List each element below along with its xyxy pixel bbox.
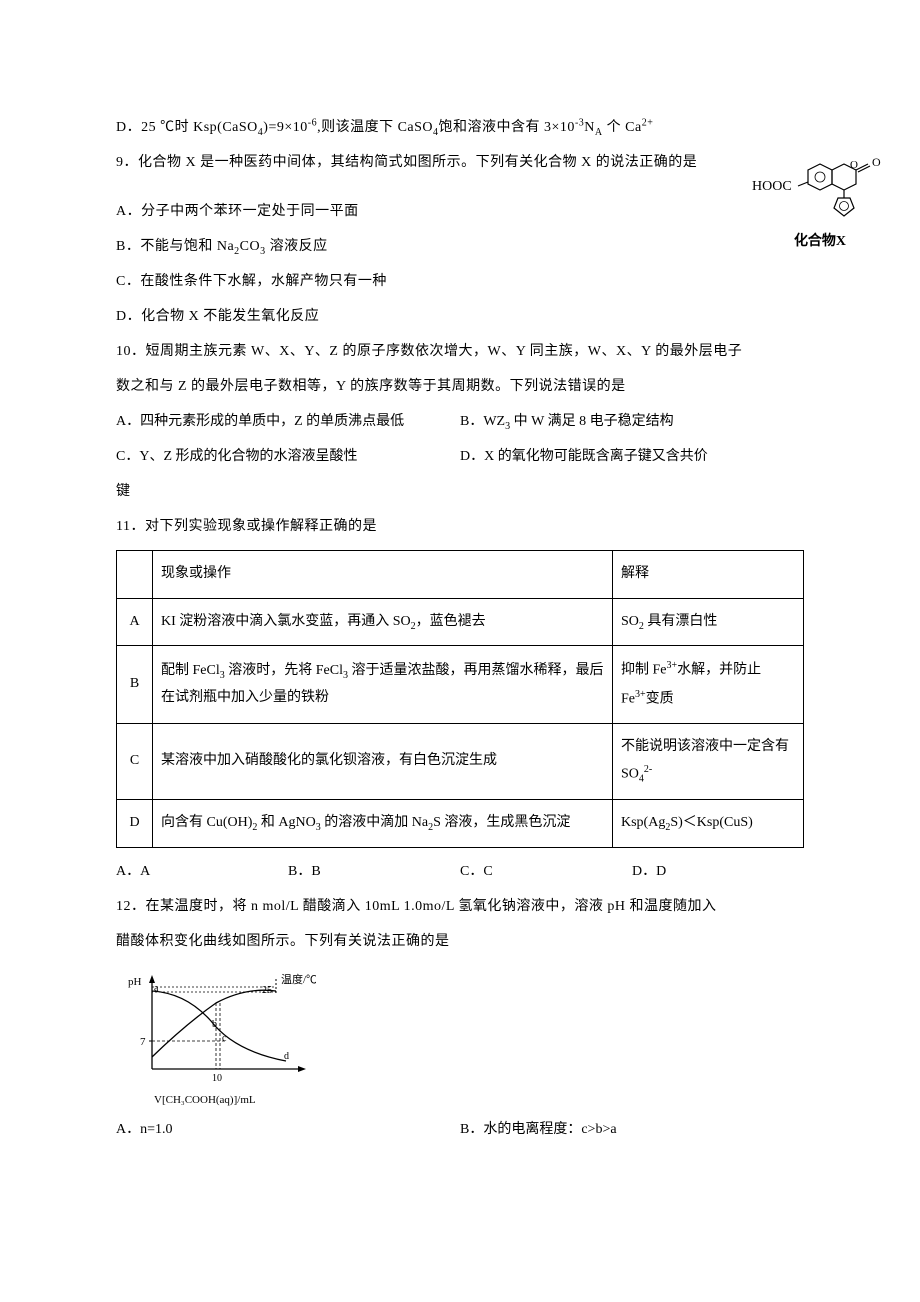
q10-opt-c: C．Y、Z 形成的化合物的水溶液呈酸性	[116, 439, 460, 474]
q11-table: 现象或操作 解释 A KI 淀粉溶液中滴入氯水变蓝，再通入 SO2，蓝色褪去 S…	[116, 550, 804, 848]
row-phen: 某溶液中加入硝酸酸化的氯化钡溶液，有白色沉淀生成	[153, 723, 613, 799]
row-expl: SO2 具有漂白性	[613, 598, 804, 646]
pt-c: c	[222, 1033, 227, 1044]
text: 变质	[646, 691, 674, 706]
q10-opt-b: B．WZ3 中 W 满足 8 电子稳定结构	[460, 404, 804, 439]
svg-text:O: O	[872, 155, 881, 169]
q11-opt-c: C．C	[460, 854, 632, 889]
q12-stem-1: 12．在某温度时，将 n mol/L 醋酸滴入 10mL 1.0mo/L 氢氧化…	[116, 889, 804, 924]
text: 抑制 Fe	[621, 663, 667, 678]
q9-opt-b: B．不能与饱和 Na2CO3 溶液反应	[116, 229, 804, 264]
table-head-blank	[117, 551, 153, 599]
q11-opt-a: A．A	[116, 854, 288, 889]
text: 中 W 满足 8 电子稳定结构	[514, 414, 674, 429]
text: N	[584, 120, 595, 135]
row-label: C	[117, 723, 153, 799]
text: 不能说明该溶液中一定含有 SO	[621, 739, 789, 782]
text: ，蓝色褪去	[416, 614, 486, 629]
q10-opt-a: A．四种元素形成的单质中，Z 的单质沸点最低	[116, 404, 460, 439]
q9-opt-d: D．化合物 X 不能发生氧化反应	[116, 299, 804, 334]
text: 饱和溶液中含有 3×10	[439, 120, 575, 135]
hooc-label: HOOC	[752, 179, 792, 194]
text: Ksp(Ag	[621, 815, 665, 830]
text: 的溶液中滴加 Na	[324, 815, 428, 830]
text: D．25 ℃时 Ksp(CaSO	[116, 120, 258, 135]
row-phen: 向含有 Cu(OH)2 和 AgNO3 的溶液中滴加 Na2S 溶液，生成黑色沉…	[153, 799, 613, 847]
q12-opt-a: A．n=1.0	[116, 1112, 460, 1147]
text: 和 AgNO	[261, 815, 316, 830]
pt-d: d	[284, 1051, 289, 1062]
chart-x-label: V[CH₃COOH(aq)]/mL	[154, 1094, 804, 1106]
tick-7: 7	[140, 1036, 146, 1048]
table-head-phen: 现象或操作	[153, 551, 613, 599]
q11-opt-d: D．D	[632, 854, 804, 889]
axis-temp: 温度/℃	[281, 972, 316, 986]
q10-opt-d-cont: 键	[116, 474, 804, 509]
row-expl: 抑制 Fe3+水解，并防止Fe3+变质	[613, 646, 804, 724]
text: B．WZ	[460, 414, 505, 429]
table-row: D 向含有 Cu(OH)2 和 AgNO3 的溶液中滴加 Na2S 溶液，生成黑…	[117, 799, 804, 847]
table-head-expl: 解释	[613, 551, 804, 599]
q12-opt-b: B．水的电离程度：c>b>a	[460, 1112, 804, 1147]
row-label: A	[117, 598, 153, 646]
text: S 溶液，生成黑色沉淀	[433, 815, 570, 830]
text: S)＜Ksp(CuS)	[670, 815, 752, 830]
text: V[CH₃COOH(aq)]/mL	[154, 1094, 256, 1106]
text: 具有漂白性	[647, 614, 717, 629]
q12-chart: pH a 温度/℃ 25 7 b c d 10 V[CH₃COOH(aq)]/m…	[116, 969, 804, 1106]
pt-b: b	[212, 1019, 217, 1030]
q10-opt-d: D．X 的氧化物可能既含离子键又含共价	[460, 439, 804, 474]
row-label: D	[117, 799, 153, 847]
row-expl: Ksp(Ag2S)＜Ksp(CuS)	[613, 799, 804, 847]
q11-stem: 11．对下列实验现象或操作解释正确的是	[116, 509, 804, 544]
text: 配制 FeCl	[161, 663, 220, 678]
compound-x-caption: 化合物X	[750, 230, 890, 250]
row-expl: 不能说明该溶液中一定含有 SO42-	[613, 723, 804, 799]
text: 溶液反应	[270, 239, 328, 254]
row-phen: 配制 FeCl3 溶液时，先将 FeCl3 溶于适量浓盐酸，再用蒸馏水稀释，最后…	[153, 646, 613, 724]
text: 个 Ca	[607, 120, 642, 135]
q11-opt-b: B．B	[288, 854, 460, 889]
q9-stem: 9．化合物 X 是一种医药中间体，其结构简式如图所示。下列有关化合物 X 的说法…	[116, 145, 804, 180]
q9-opt-c: C．在酸性条件下水解，水解产物只有一种	[116, 264, 804, 299]
compound-x-figure: HOOC O O 化合物X	[750, 150, 890, 250]
tick-10: 10	[212, 1073, 222, 1084]
table-row: A KI 淀粉溶液中滴入氯水变蓝，再通入 SO2，蓝色褪去 SO2 具有漂白性	[117, 598, 804, 646]
text: 向含有 Cu(OH)	[161, 815, 252, 830]
row-label: B	[117, 646, 153, 724]
q10-stem-1: 10．短周期主族元素 W、X、Y、Z 的原子序数依次增大，W、Y 同主族，W、X…	[116, 334, 804, 369]
text: 溶液时，先将 FeCl	[228, 663, 343, 678]
text: ,则该温度下 CaSO	[317, 120, 433, 135]
q12-stem-2: 醋酸体积变化曲线如图所示。下列有关说法正确的是	[116, 924, 804, 959]
text: )=9×10	[263, 120, 307, 135]
text: CO	[240, 239, 260, 254]
q9-opt-a: A．分子中两个苯环一定处于同一平面	[116, 194, 804, 229]
table-row: B 配制 FeCl3 溶液时，先将 FeCl3 溶于适量浓盐酸，再用蒸馏水稀释，…	[117, 646, 804, 724]
q8-opt-d: D．25 ℃时 Ksp(CaSO4)=9×10-6,则该温度下 CaSO4饱和溶…	[116, 110, 804, 145]
text: KI 淀粉溶液中滴入氯水变蓝，再通入 SO	[161, 614, 411, 629]
text: SO	[621, 614, 639, 629]
row-phen: KI 淀粉溶液中滴入氯水变蓝，再通入 SO2，蓝色褪去	[153, 598, 613, 646]
q10-stem-2: 数之和与 Z 的最外层电子数相等，Y 的族序数等于其周期数。下列说法错误的是	[116, 369, 804, 404]
table-row: C 某溶液中加入硝酸酸化的氯化钡溶液，有白色沉淀生成 不能说明该溶液中一定含有 …	[117, 723, 804, 799]
text: B．不能与饱和 Na	[116, 239, 234, 254]
axis-ph: pH	[128, 976, 142, 988]
